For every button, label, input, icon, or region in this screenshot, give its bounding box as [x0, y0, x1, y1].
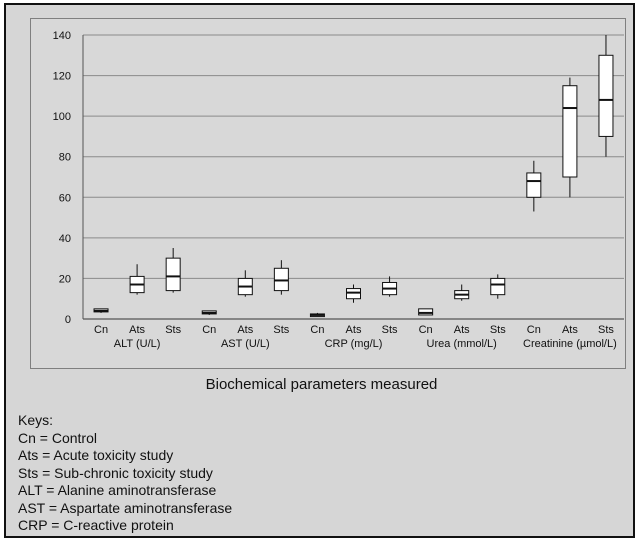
group-label: Creatinine (µmol/L) [523, 338, 617, 350]
x-tick-label: Cn [202, 324, 216, 336]
y-tick-label: 40 [59, 233, 71, 245]
box [490, 277, 506, 296]
x-tick-label: Cn [94, 324, 108, 336]
group-label: AST (U/L) [221, 338, 270, 350]
box [598, 54, 614, 137]
x-tick-label: Ats [562, 324, 578, 336]
x-tick-label: Ats [129, 324, 145, 336]
y-tick-label: 80 [59, 152, 71, 164]
box [526, 172, 542, 198]
key-item: Cn = Control [18, 429, 97, 446]
group-label: ALT (U/L) [114, 338, 161, 350]
key-item: CRP = C-reactive protein [18, 517, 174, 533]
x-tick-label: Cn [310, 324, 324, 336]
box [418, 308, 434, 316]
x-tick-label: Cn [419, 324, 433, 336]
box [165, 257, 181, 292]
x-axis-title: Biochemical parameters measured [205, 376, 438, 393]
y-tick-label: 0 [65, 314, 71, 326]
x-tick-label: Ats [346, 324, 362, 336]
y-tick-label: 120 [53, 71, 71, 83]
figure-panel: 0 20 40 60 80 100 120 140 Cn Ats Sts ALT (U/L) Cn Ats… [4, 3, 635, 538]
box [346, 288, 361, 300]
key-item: Sts = Sub-chronic toxicity study [18, 464, 213, 481]
x-tick-label: Ats [237, 324, 253, 336]
x-tick-label: Sts [273, 324, 289, 336]
group-label: CRP (mg/L) [325, 338, 383, 350]
box [562, 85, 578, 178]
keys-heading: Keys: [18, 412, 54, 428]
box-plot-chart: 0 20 40 60 80 100 120 140 Cn Ats Sts ALT (U/L) Cn Ats… [53, 30, 624, 350]
x-tick-label: Sts [382, 324, 398, 336]
x-tick-label: Cn [527, 324, 541, 336]
key-item: Ats = Acute toxicity study [18, 447, 174, 463]
x-tick-label: Sts [165, 324, 181, 336]
keys-legend: Keys: Cn = Control Ats = Acute toxicity … [18, 412, 232, 535]
y-tick-label: 60 [59, 192, 71, 204]
y-tick-label: 140 [53, 30, 71, 42]
x-tick-label: Sts [598, 324, 614, 336]
group-label: Urea (mmol/L) [427, 338, 497, 350]
y-tick-label: 20 [59, 273, 71, 285]
box [273, 267, 289, 292]
key-item: ALT = Alanine aminotransferase [18, 482, 217, 498]
x-tick-label: Sts [490, 324, 506, 336]
y-tick-label: 100 [53, 111, 71, 123]
key-item: AST = Aspartate aminotransferase [18, 499, 233, 516]
x-tick-label: Ats [454, 324, 470, 336]
